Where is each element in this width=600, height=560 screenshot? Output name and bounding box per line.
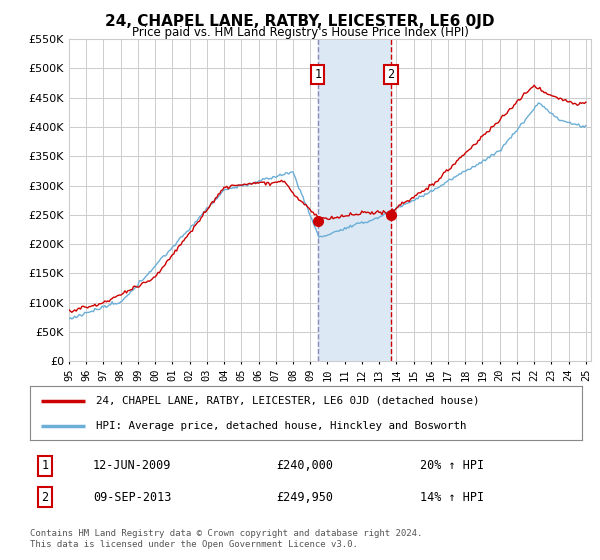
Text: 1: 1 bbox=[41, 459, 49, 473]
Text: £249,950: £249,950 bbox=[276, 491, 333, 504]
Text: 24, CHAPEL LANE, RATBY, LEICESTER, LE6 0JD (detached house): 24, CHAPEL LANE, RATBY, LEICESTER, LE6 0… bbox=[96, 396, 480, 406]
Text: 09-SEP-2013: 09-SEP-2013 bbox=[93, 491, 172, 504]
Text: 2: 2 bbox=[41, 491, 49, 504]
Text: Price paid vs. HM Land Registry's House Price Index (HPI): Price paid vs. HM Land Registry's House … bbox=[131, 26, 469, 39]
Text: 1: 1 bbox=[314, 68, 322, 81]
Text: £240,000: £240,000 bbox=[276, 459, 333, 473]
Text: Contains HM Land Registry data © Crown copyright and database right 2024.
This d: Contains HM Land Registry data © Crown c… bbox=[30, 529, 422, 549]
Text: 20% ↑ HPI: 20% ↑ HPI bbox=[420, 459, 484, 473]
Text: HPI: Average price, detached house, Hinckley and Bosworth: HPI: Average price, detached house, Hinc… bbox=[96, 421, 467, 431]
Text: 12-JUN-2009: 12-JUN-2009 bbox=[93, 459, 172, 473]
Text: 24, CHAPEL LANE, RATBY, LEICESTER, LE6 0JD: 24, CHAPEL LANE, RATBY, LEICESTER, LE6 0… bbox=[105, 14, 495, 29]
Text: 2: 2 bbox=[388, 68, 395, 81]
Bar bbox=[318, 39, 391, 361]
Text: 14% ↑ HPI: 14% ↑ HPI bbox=[420, 491, 484, 504]
